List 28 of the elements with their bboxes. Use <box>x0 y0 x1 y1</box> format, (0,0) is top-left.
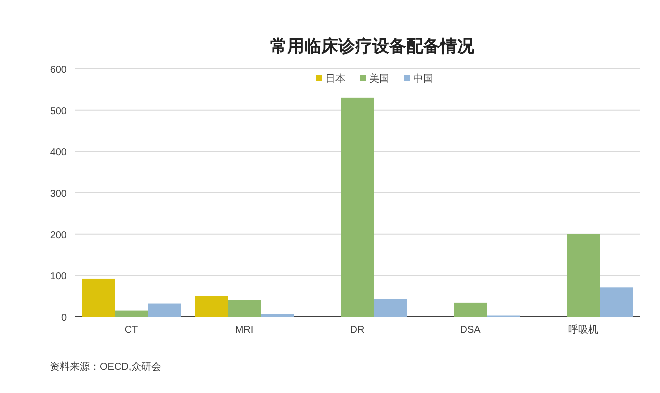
bar <box>261 314 294 317</box>
y-tick-label: 100 <box>50 272 68 283</box>
legend-label: 美国 <box>370 73 390 85</box>
y-tick-label: 400 <box>50 148 68 159</box>
bar <box>341 98 374 317</box>
bar <box>567 234 600 317</box>
bar <box>195 296 228 317</box>
bar <box>148 304 181 317</box>
y-tick-label: 300 <box>50 189 68 200</box>
y-tick-label: 500 <box>50 106 68 118</box>
bar <box>82 278 115 317</box>
bar <box>228 300 261 317</box>
text: 资料来源：OECD,众研会 <box>50 361 162 373</box>
x-tick-label: MRI <box>235 325 254 336</box>
y-tick-label: 0 <box>61 313 68 324</box>
bar <box>374 299 407 317</box>
y-tick-label: 600 <box>50 65 68 76</box>
x-tick-label: CT <box>124 325 138 336</box>
bar <box>600 288 633 317</box>
chart-title: 常用临床诊疗设备配备情况 <box>270 37 476 56</box>
x-tick-label: DR <box>350 325 365 336</box>
x-tick-label: 呼吸机 <box>568 324 598 336</box>
y-tick-label: 200 <box>50 230 68 242</box>
legend-label: 中国 <box>414 73 434 85</box>
legend-label: 日本 <box>326 73 346 85</box>
bar <box>115 310 148 317</box>
x-tick-label: DSA <box>460 325 482 336</box>
bar <box>454 302 487 317</box>
